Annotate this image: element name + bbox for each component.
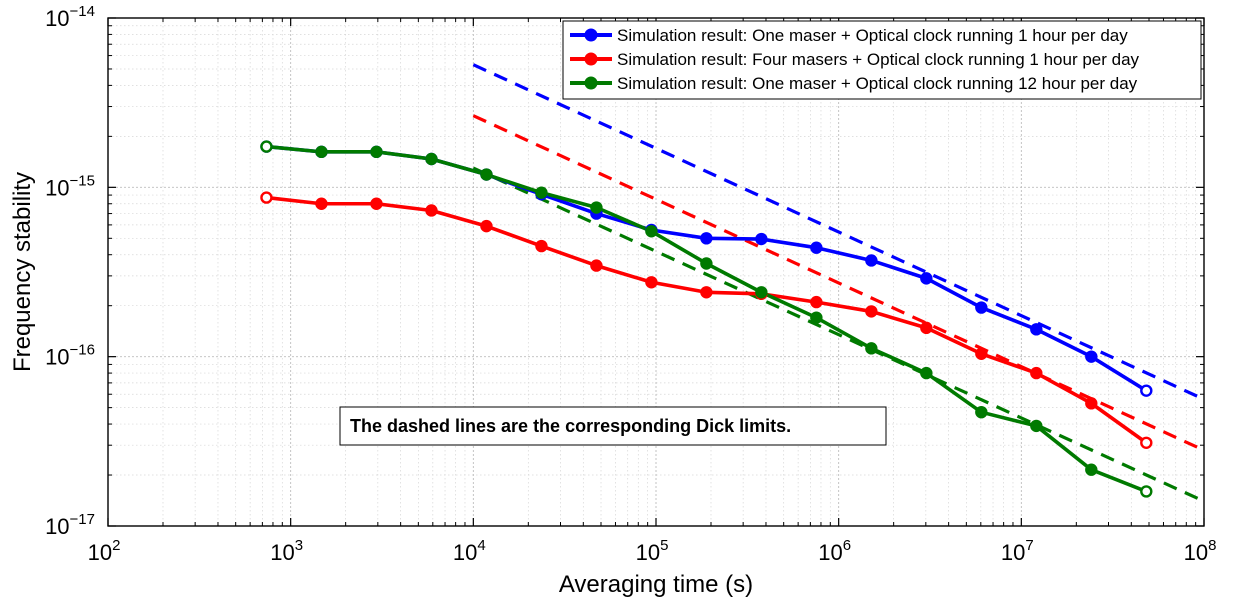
x-tick-label: 107 — [1001, 537, 1034, 565]
legend-label-one-maser-12h: Simulation result: One maser + Optical c… — [617, 74, 1138, 93]
series-1-point — [865, 305, 878, 318]
series-0-point — [1030, 323, 1043, 336]
y-tick-label: 10−17 — [45, 511, 95, 539]
series-1-point — [425, 204, 438, 217]
series-1-point — [1140, 436, 1153, 449]
x-tick-label: 105 — [636, 537, 669, 565]
y-axis-title: Frequency stability — [9, 172, 36, 372]
series-0-point — [1085, 350, 1098, 363]
series-2-point — [370, 145, 383, 159]
annotation-text: The dashed lines are the corresponding D… — [350, 416, 791, 436]
annotation-box: The dashed lines are the corresponding D… — [339, 406, 887, 446]
dick-limit-line-2 — [472, 166, 1205, 503]
series-1-point — [590, 259, 603, 272]
legend-marker-one-maser-12h — [584, 76, 598, 90]
x-tick-label: 103 — [270, 537, 303, 565]
series-2-point — [425, 152, 438, 166]
series-1-point — [260, 191, 273, 204]
series-1-point — [535, 239, 548, 253]
legend-label-one-maser-1h: Simulation result: One maser + Optical c… — [617, 26, 1128, 45]
series-1-point — [810, 295, 823, 309]
y-tick-label: 10−15 — [45, 172, 95, 200]
series-0-point — [920, 272, 933, 285]
series-2-point — [535, 186, 548, 199]
y-tick-label: 10−14 — [45, 3, 95, 31]
series-2-point — [260, 140, 273, 153]
series-1-point — [975, 347, 988, 360]
series-2-point — [590, 201, 603, 214]
series-1-point — [645, 276, 658, 289]
series-0-point — [975, 301, 988, 314]
series-1-point — [1030, 366, 1043, 380]
x-tick-label: 102 — [88, 537, 121, 565]
legend: Simulation result: One maser + Optical c… — [562, 20, 1202, 100]
series-2-point — [755, 286, 768, 299]
legend-marker-four-masers-1h — [584, 52, 598, 66]
series-2-point — [315, 145, 328, 159]
series-1-point — [480, 219, 493, 233]
dick-limit-lines — [472, 63, 1205, 503]
legend-box — [562, 20, 1202, 100]
series-1-point — [370, 197, 383, 210]
dick-limit-line-1 — [472, 114, 1205, 452]
series-1-point — [1085, 397, 1098, 410]
y-tick-label: 10−16 — [45, 342, 95, 370]
series-2-point — [1140, 485, 1153, 498]
x-tick-label: 106 — [818, 537, 851, 565]
series-points — [260, 140, 1153, 498]
series-2-point — [700, 257, 713, 270]
x-tick-label: 108 — [1184, 537, 1217, 565]
series-2-point — [1085, 463, 1098, 476]
x-axis-title: Averaging time (s) — [559, 571, 753, 598]
series-2-point — [865, 342, 878, 355]
legend-label-four-masers-1h: Simulation result: Four masers + Optical… — [617, 50, 1140, 69]
series-2-point — [1030, 419, 1043, 433]
series-2-point — [810, 311, 823, 324]
x-tick-labels: 102 103 104 105 106 107 108 — [88, 537, 1217, 565]
legend-marker-one-maser-1h — [584, 28, 598, 42]
dick-limit-line-0 — [472, 63, 1205, 401]
series-1-point — [700, 286, 713, 299]
y-tick-labels: 10−17 10−16 10−15 10−14 — [45, 3, 95, 539]
series-2-point — [975, 405, 988, 419]
series-1-point — [315, 197, 328, 210]
series-1-point — [920, 321, 933, 335]
series-2-point — [920, 366, 933, 380]
series-0-point — [865, 254, 878, 267]
x-tick-label: 104 — [453, 537, 486, 565]
series-0-point — [810, 241, 823, 254]
series-0-point — [755, 232, 768, 246]
axis-ticks — [107, 17, 1205, 527]
annotation-frame — [339, 406, 887, 446]
series-0-point — [700, 232, 713, 245]
series-0-point — [1140, 384, 1153, 397]
series-2-point — [480, 168, 493, 181]
series-2-point — [645, 225, 658, 238]
